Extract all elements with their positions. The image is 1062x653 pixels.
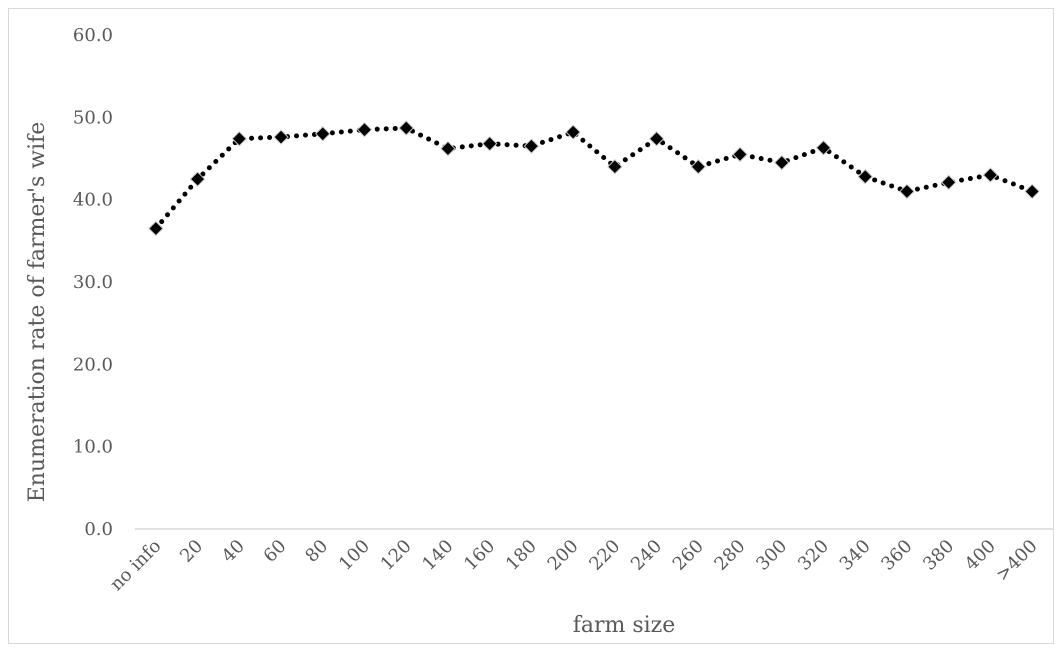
x-tick-label: 160 bbox=[460, 536, 499, 575]
data-point-marker bbox=[648, 131, 665, 147]
data-point-marker bbox=[565, 124, 581, 140]
y-tick-label: 0.0 bbox=[84, 519, 113, 540]
series-markers bbox=[148, 120, 1040, 237]
data-point-marker bbox=[732, 146, 748, 163]
y-tick-label: 60.0 bbox=[73, 25, 113, 46]
y-tick-label: 20.0 bbox=[73, 354, 113, 375]
data-point-marker bbox=[607, 159, 623, 175]
x-tick-label: 300 bbox=[752, 536, 791, 575]
x-tick-label: 360 bbox=[877, 536, 916, 575]
data-point-marker bbox=[440, 140, 456, 157]
x-tick-label: 220 bbox=[585, 536, 624, 575]
data-point-marker bbox=[523, 138, 540, 154]
x-axis-ticks: no info 20 40 60 80 100 120 140 160 180 200 220 240 2… bbox=[106, 536, 1042, 595]
data-point-marker bbox=[481, 135, 498, 152]
x-axis-title: farm size bbox=[573, 613, 676, 638]
x-tick-label: 320 bbox=[794, 536, 833, 575]
data-point-marker bbox=[1024, 183, 1040, 200]
x-tick-label: 380 bbox=[919, 536, 958, 575]
x-tick-label: 140 bbox=[418, 536, 457, 575]
y-tick-label: 50.0 bbox=[73, 107, 113, 128]
x-tick-label: 120 bbox=[377, 536, 416, 575]
x-tick-label: 340 bbox=[836, 536, 875, 575]
data-point-marker bbox=[940, 174, 957, 191]
data-point-marker bbox=[189, 171, 206, 187]
data-point-marker bbox=[315, 126, 331, 142]
data-point-marker bbox=[982, 167, 999, 183]
chart-frame bbox=[8, 8, 1054, 644]
x-tick-label: 180 bbox=[502, 536, 541, 575]
x-tick-label: 20 bbox=[176, 536, 207, 567]
x-tick-label: 280 bbox=[710, 536, 749, 575]
data-point-marker bbox=[398, 120, 414, 136]
x-tick-label: 80 bbox=[301, 536, 332, 567]
data-point-marker bbox=[356, 121, 373, 138]
y-axis-ticks: 0.0 10.0 20.0 30.0 40.0 50.0 60.0 bbox=[73, 25, 113, 540]
data-point-marker bbox=[774, 154, 790, 171]
x-tick-label: 200 bbox=[544, 536, 583, 575]
data-point-marker bbox=[815, 140, 832, 156]
x-tick-label: 240 bbox=[627, 536, 666, 575]
data-point-marker bbox=[273, 129, 289, 145]
y-axis-title: Enumeration rate of farmer's wife bbox=[25, 122, 50, 503]
x-tick-label: no info bbox=[106, 536, 165, 595]
data-point-marker bbox=[857, 168, 873, 185]
y-tick-label: 30.0 bbox=[73, 272, 113, 293]
data-point-marker bbox=[231, 131, 248, 147]
data-point-marker bbox=[899, 183, 915, 200]
data-point-marker bbox=[148, 220, 164, 237]
series-line bbox=[153, 125, 1035, 231]
x-tick-label: >400 bbox=[992, 536, 1042, 586]
y-tick-label: 10.0 bbox=[73, 437, 113, 458]
x-tick-label: 40 bbox=[218, 536, 249, 567]
x-tick-label: 100 bbox=[335, 536, 374, 575]
data-point-marker bbox=[690, 159, 707, 175]
y-tick-label: 40.0 bbox=[73, 190, 113, 211]
x-tick-label: 60 bbox=[260, 536, 291, 567]
x-tick-label: 260 bbox=[669, 536, 708, 575]
